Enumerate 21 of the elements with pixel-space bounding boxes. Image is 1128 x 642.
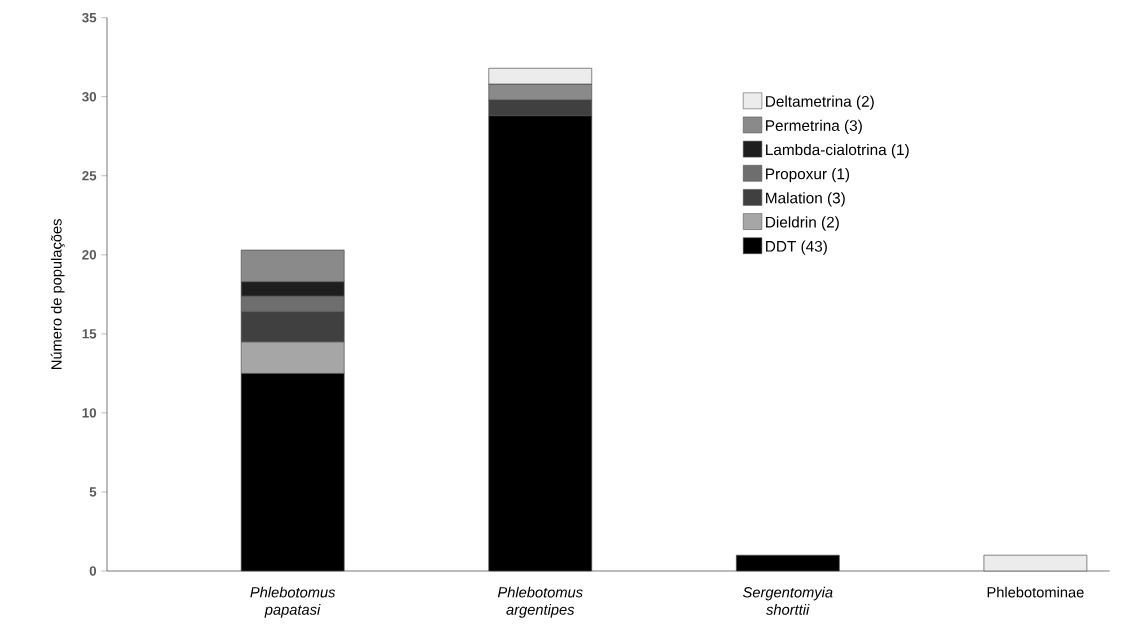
legend-label: DDT (43) — [766, 240, 827, 255]
legend-label: Permetrina (3) — [766, 119, 862, 135]
y-tick-label: 30 — [82, 91, 97, 102]
x-tick-label: Phlebotomus argentipes — [497, 586, 583, 618]
bar — [983, 554, 1088, 572]
y-tick-label: 35 — [82, 12, 97, 23]
y-tick-label: 20 — [82, 250, 97, 260]
legend-label: Propoxur (1) — [766, 168, 850, 183]
y-tick-label: 0 — [89, 566, 97, 576]
x-tick-label: Sergentomyia shorttii — [743, 586, 833, 615]
x-tick-label: Phlebotomus papatasi — [250, 586, 336, 618]
y-tick-label: 25 — [82, 171, 97, 181]
legend-label: Lambda-cialotrina (1) — [766, 143, 909, 159]
legend-label: Deltametrina (2) — [766, 95, 874, 110]
y-tick-label: 10 — [82, 408, 97, 418]
legend-label: Malation (3) — [766, 192, 845, 207]
legend-label: Dieldrin (2) — [766, 216, 839, 231]
y-tick-label: 5 — [89, 487, 97, 497]
y-axis-title: Número de populações — [50, 219, 65, 369]
y-tick-label: 15 — [82, 329, 97, 339]
x-tick-label: Phlebotominae — [987, 586, 1084, 598]
